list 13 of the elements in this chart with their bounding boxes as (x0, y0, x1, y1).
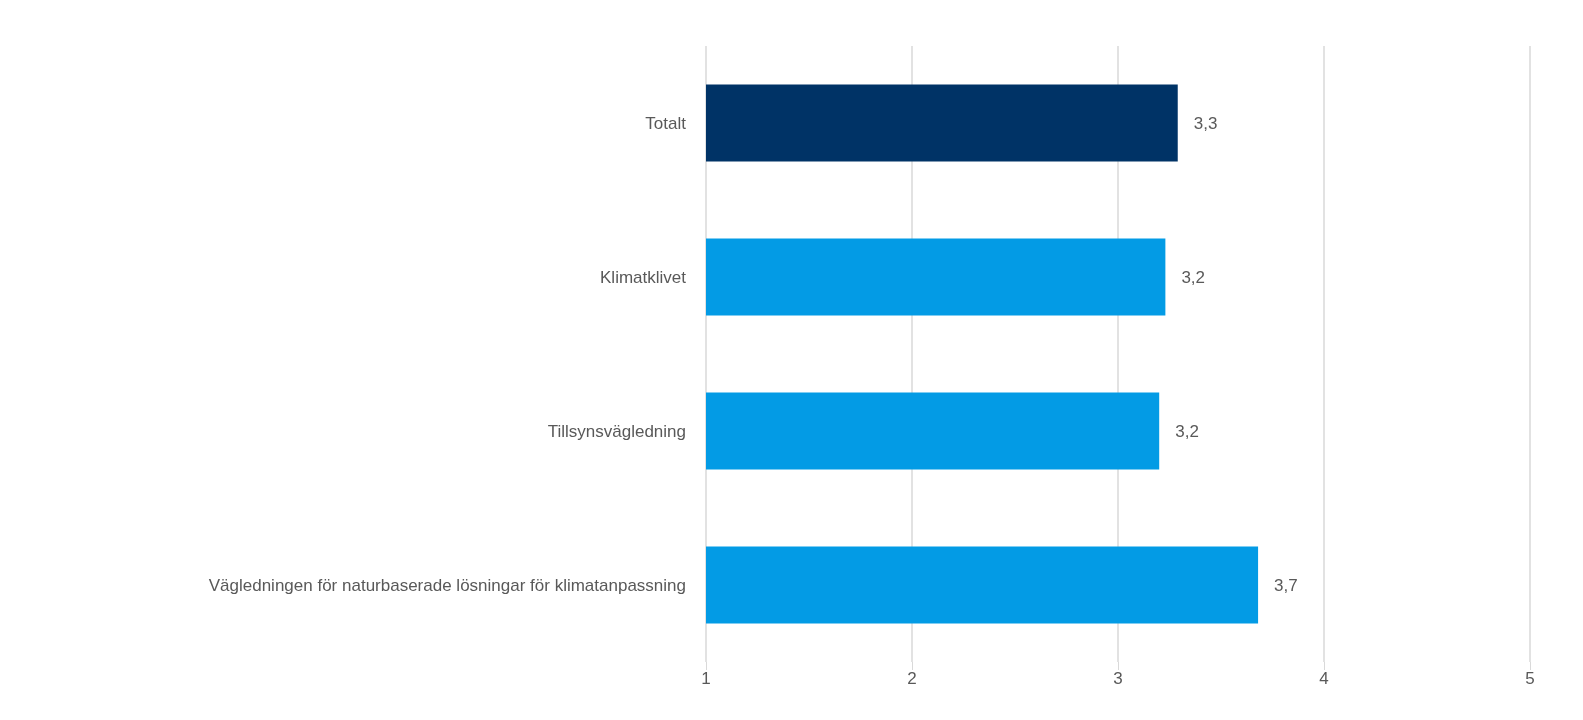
y-tick-label: Totalt (645, 113, 687, 133)
x-tick-label: 5 (1525, 669, 1535, 688)
data-label: 3,2 (1181, 267, 1206, 287)
data-label: 3,2 (1175, 421, 1199, 441)
y-tick-label: Klimatklivet (600, 267, 687, 287)
x-tick-label: 3 (1113, 669, 1123, 688)
y-tick-label: Vägledningen för naturbaserade lösningar för klimatanpassning (208, 575, 686, 595)
x-tick-label: 1 (701, 669, 711, 688)
x-tick-label: 2 (907, 669, 917, 688)
y-tick-label: Tillsynsvägledning (547, 421, 686, 441)
data-label: 3,3 (1193, 113, 1218, 133)
x-tick-label: 4 (1319, 669, 1329, 688)
data-label: 3,7 (1274, 575, 1298, 595)
